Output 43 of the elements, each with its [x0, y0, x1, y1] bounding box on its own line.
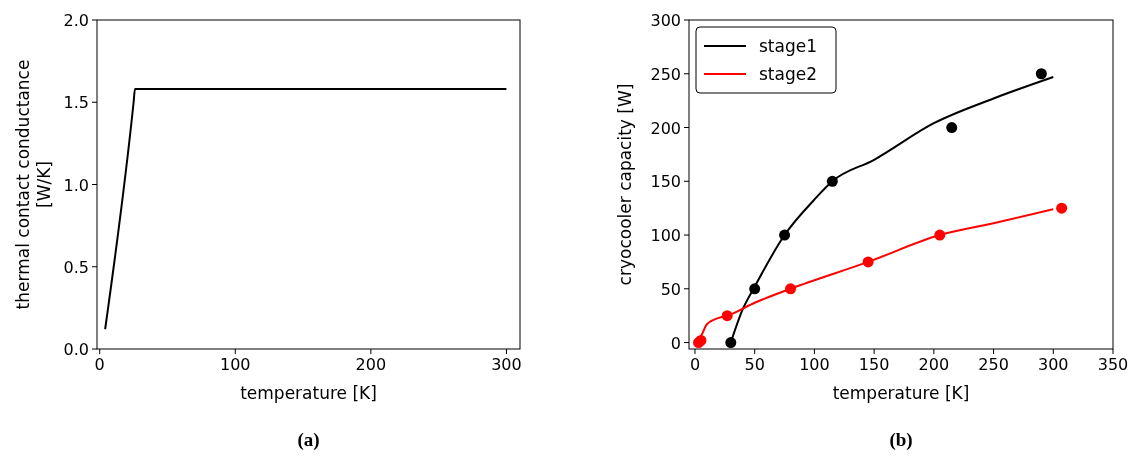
point — [934, 229, 946, 241]
point — [785, 283, 797, 295]
y-tick-label: 0.0 — [63, 340, 89, 359]
y-axis-title: cryocooler capacity [W] — [615, 83, 635, 286]
point — [779, 229, 791, 241]
x-tick-label: 300 — [491, 355, 522, 374]
legend-label: stage1 — [759, 36, 818, 56]
x-tick-label: 300 — [1038, 355, 1069, 374]
point — [1056, 202, 1068, 214]
x-tick-label: 0 — [94, 355, 105, 374]
y-tick-label: 300 — [650, 11, 681, 30]
y-axis-title: thermal contact conductance [W/K] — [13, 59, 54, 310]
point — [862, 256, 874, 268]
y-tick-label: 0 — [670, 333, 681, 353]
legend-label: stage2 — [759, 64, 818, 84]
point — [826, 175, 838, 187]
y-tick-label: 250 — [650, 64, 681, 84]
point — [749, 283, 761, 295]
x-axis-title: temperature [K] — [832, 383, 970, 403]
x-tick-label: 250 — [978, 355, 1009, 374]
y-tick-label: 0.5 — [63, 257, 89, 277]
x-tick-label: 50 — [744, 355, 765, 374]
x-tick-label: 100 — [220, 355, 251, 374]
point — [946, 122, 958, 134]
y-tick-label: 1.0 — [63, 175, 89, 195]
x-tick-label: 0 — [689, 355, 701, 374]
x-tick-label: 150 — [858, 355, 890, 374]
y-tick-label: 1.5 — [63, 93, 89, 113]
y-tick-label: 200 — [650, 118, 681, 138]
y-tick-label: 50 — [660, 279, 681, 299]
point — [721, 310, 733, 322]
y-tick-label: 100 — [650, 226, 681, 246]
x-tick-label: 200 — [918, 355, 950, 374]
text: (a) — [297, 429, 320, 451]
text: (b) — [889, 429, 913, 451]
x-tick-label: 200 — [355, 355, 387, 374]
x-axis-title: temperature [K] — [240, 383, 377, 403]
point — [1035, 68, 1047, 80]
y-tick-label: 150 — [650, 172, 681, 192]
x-tick-label: 100 — [799, 355, 830, 374]
x-tick-label: 350 — [1097, 355, 1129, 374]
point — [725, 337, 737, 349]
y-tick-label: 2.0 — [63, 11, 89, 30]
